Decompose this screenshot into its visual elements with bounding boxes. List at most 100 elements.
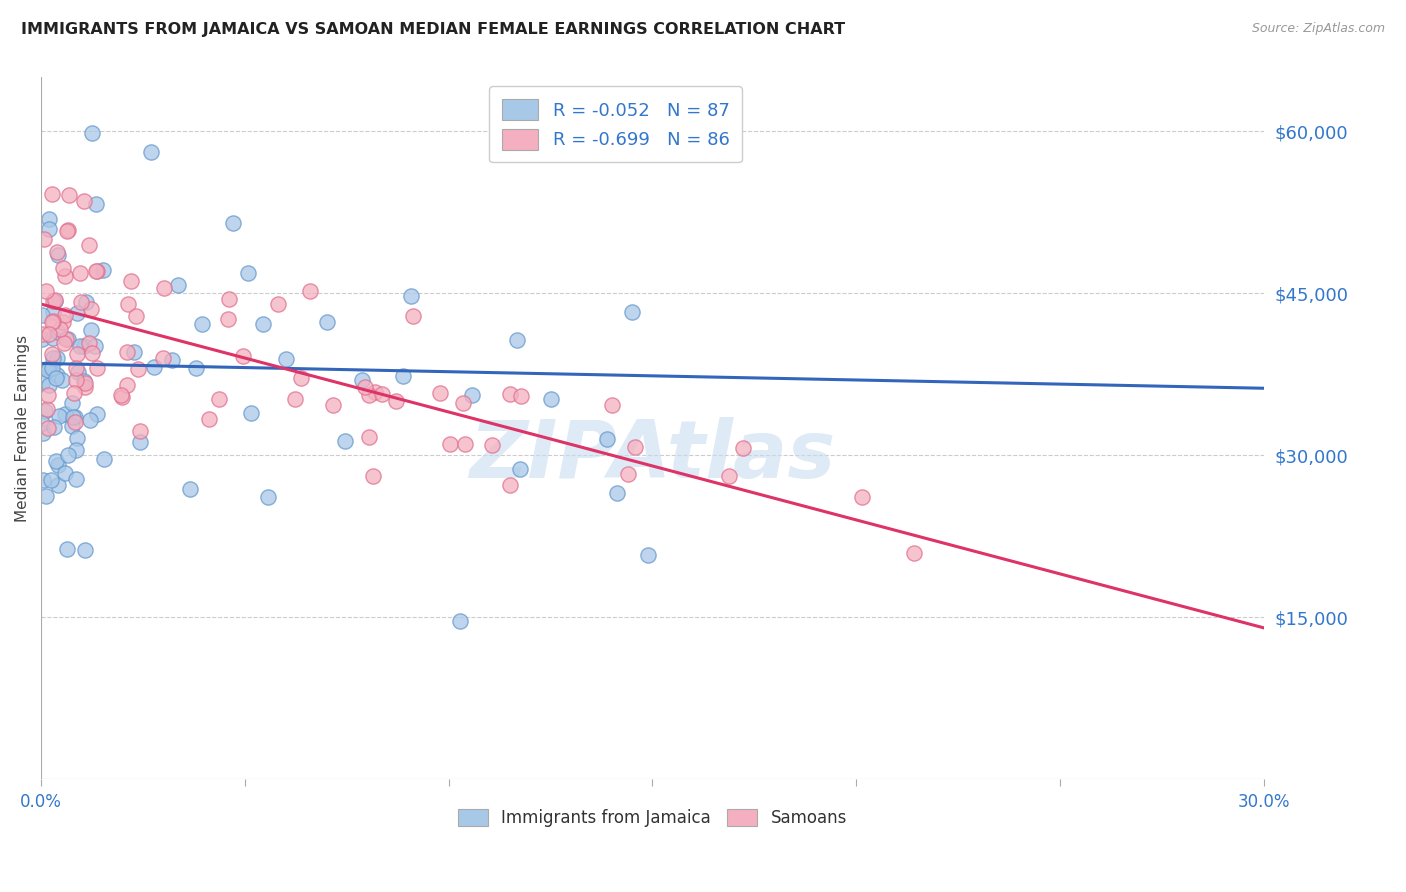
Point: [45, 371, 67, 385]
Point: [284, 392, 307, 407]
Point: [141, 145, 163, 160]
Point: [31, 308, 53, 322]
Point: [58, 187, 80, 202]
Point: [38, 212, 60, 227]
Point: [606, 486, 628, 500]
Point: [42, 314, 65, 328]
Point: [322, 398, 344, 412]
Point: [93, 451, 115, 466]
Point: [42, 420, 65, 434]
Point: [37, 388, 59, 402]
Point: [73, 380, 96, 394]
Point: [31, 376, 53, 390]
Point: [481, 438, 503, 452]
Point: [354, 380, 377, 394]
Point: [80, 301, 103, 316]
Point: [600, 398, 623, 412]
Point: [73, 374, 96, 388]
Point: [73, 194, 96, 208]
Point: [69, 295, 91, 310]
Point: [218, 292, 240, 306]
Point: [274, 351, 297, 366]
Point: [69, 266, 91, 280]
Point: [232, 349, 254, 363]
Point: [65, 373, 87, 387]
Point: [38, 222, 60, 236]
Point: [45, 453, 67, 467]
Point: [115, 345, 138, 359]
Point: [499, 387, 522, 401]
Point: [127, 361, 149, 376]
Point: [46, 325, 69, 339]
Point: [91, 263, 114, 277]
Point: [66, 347, 89, 361]
Point: [53, 466, 76, 480]
Point: [617, 467, 640, 482]
Point: [624, 440, 647, 454]
Point: [77, 238, 100, 252]
Point: [129, 435, 152, 450]
Point: [44, 293, 66, 307]
Point: [429, 386, 451, 401]
Point: [128, 424, 150, 438]
Point: [80, 346, 103, 360]
Y-axis label: Median Female Earnings: Median Female Earnings: [15, 334, 30, 522]
Point: [454, 436, 477, 450]
Point: [402, 309, 425, 323]
Point: [67, 365, 90, 379]
Point: [41, 186, 63, 201]
Point: [34, 232, 56, 246]
Point: [42, 330, 65, 344]
Point: [37, 363, 59, 377]
Point: [45, 368, 67, 382]
Point: [371, 387, 394, 401]
Point: [44, 294, 66, 309]
Point: [84, 197, 107, 211]
Point: [357, 388, 380, 402]
Point: [191, 318, 214, 332]
Point: [63, 415, 86, 429]
Point: [510, 389, 533, 403]
Point: [239, 406, 262, 420]
Point: [86, 361, 108, 376]
Point: [77, 336, 100, 351]
Text: ZIPAtlas: ZIPAtlas: [470, 417, 835, 495]
Point: [122, 345, 145, 359]
Point: [257, 490, 280, 504]
Point: [391, 369, 413, 384]
Point: [42, 305, 65, 319]
Point: [509, 462, 531, 476]
Point: [197, 412, 219, 426]
Point: [31, 326, 53, 341]
Point: [221, 216, 243, 230]
Point: [333, 434, 356, 449]
Point: [53, 407, 76, 421]
Point: [79, 413, 101, 427]
Point: [52, 260, 75, 275]
Point: [449, 615, 471, 629]
Point: [80, 126, 103, 140]
Point: [56, 542, 79, 557]
Point: [498, 477, 520, 491]
Point: [56, 224, 79, 238]
Point: [46, 351, 69, 365]
Point: [357, 430, 380, 444]
Point: [53, 336, 76, 351]
Point: [65, 360, 87, 375]
Point: [52, 315, 75, 329]
Point: [451, 396, 474, 410]
Point: [120, 274, 142, 288]
Point: [53, 269, 76, 284]
Point: [35, 284, 58, 298]
Point: [363, 384, 385, 399]
Point: [399, 289, 422, 303]
Point: [46, 458, 69, 472]
Point: [86, 264, 108, 278]
Point: [42, 351, 65, 365]
Point: [56, 223, 79, 237]
Point: [125, 310, 148, 324]
Point: [37, 421, 59, 435]
Point: [79, 323, 101, 337]
Point: [46, 248, 69, 262]
Point: [34, 404, 56, 418]
